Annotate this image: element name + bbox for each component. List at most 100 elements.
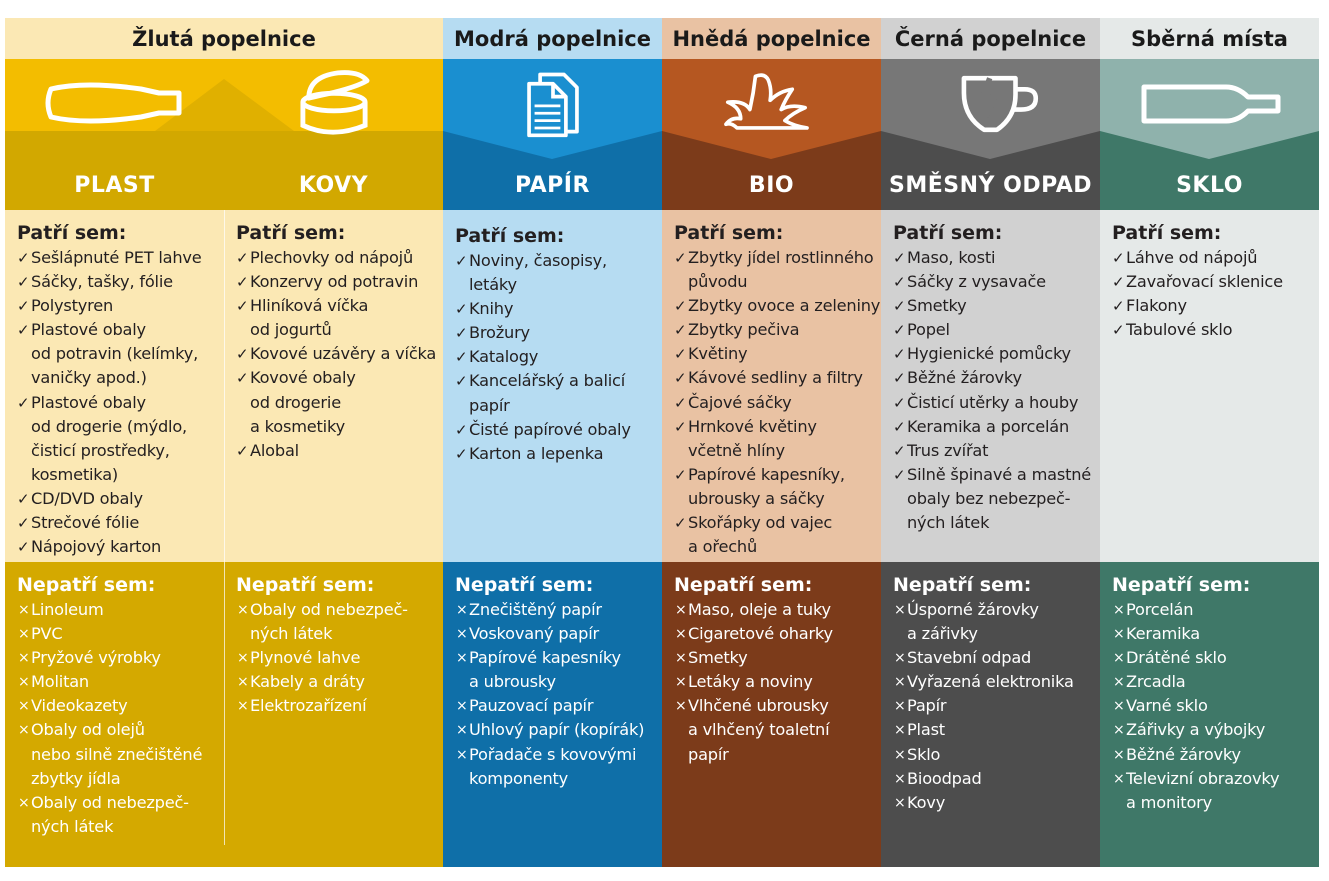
allowed-title: Patří sem: bbox=[674, 222, 784, 244]
forbidden-title: Nepatří sem: bbox=[893, 574, 1032, 596]
list-item: Brožury bbox=[455, 321, 662, 345]
list-item: Zavařovací sklenice bbox=[1112, 270, 1319, 294]
list-item: Letáky a noviny bbox=[674, 670, 881, 694]
list-item: Obaly od nebezpeč- ných látek bbox=[236, 598, 443, 646]
header-hneda-title: Hnědá popelnice bbox=[662, 18, 881, 59]
list-item: Úsporné žárovky a zářivky bbox=[893, 598, 1100, 646]
list-item: Vlhčené ubrousky a vlhčený toaletní papí… bbox=[674, 694, 881, 766]
band-smesny-odpad: SMĚSNÝ ODPAD bbox=[881, 59, 1100, 210]
list-item: Smetky bbox=[674, 646, 881, 670]
list-item: Alobal bbox=[236, 439, 443, 463]
header-zluta-title: Žlutá popelnice bbox=[132, 26, 316, 51]
category-label-papir: PAPÍR bbox=[515, 173, 590, 198]
band-shape-smesny-odpad bbox=[881, 131, 1100, 210]
band-papir: PAPÍR bbox=[443, 59, 662, 210]
band-shape-papir bbox=[443, 131, 662, 210]
list-item: Plastové obaly od drogerie (mýdlo, čisti… bbox=[17, 391, 224, 487]
list-item: Videokazety bbox=[17, 694, 224, 718]
list-item: Kávové sedliny a filtry bbox=[674, 366, 881, 390]
broken-cup-icon bbox=[961, 75, 1039, 133]
list-item: Keramika a porcelán bbox=[893, 415, 1100, 439]
list-item: Hygienické pomůcky bbox=[893, 342, 1100, 366]
band-plast: PLAST bbox=[5, 59, 224, 210]
list-item: Keramika bbox=[1112, 622, 1319, 646]
list-item: Varné sklo bbox=[1112, 694, 1319, 718]
allowed-section-bio: Patří sem: Zbytky jídel rostlinného půvo… bbox=[662, 210, 881, 562]
list-item: Sáčky, tašky, fólie bbox=[17, 270, 224, 294]
list-item: Televizní obrazovky a monitory bbox=[1112, 767, 1319, 815]
band-shape-plast bbox=[5, 79, 224, 210]
list-item: Zrcadla bbox=[1112, 670, 1319, 694]
list-item: Cigaretové oharky bbox=[674, 622, 881, 646]
list-item: Voskovaný papír bbox=[455, 622, 662, 646]
list-item: Obaly od olejů nebo silně znečištěné zby… bbox=[17, 718, 224, 790]
forbidden-title: Nepatří sem: bbox=[455, 574, 594, 596]
column-divider bbox=[224, 210, 225, 845]
forbidden-list-sklo: Porcelán Keramika Drátěné sklo Zrcadla V… bbox=[1112, 598, 1319, 815]
category-label-smesny-odpad: SMĚSNÝ ODPAD bbox=[889, 173, 1092, 198]
band-kovy: KOVY bbox=[224, 59, 443, 210]
list-item: Bioodpad bbox=[893, 767, 1100, 791]
list-item: Nápojový karton bbox=[17, 535, 224, 559]
forbidden-list-smesny-odpad: Úsporné žárovky a zářivky Stavební odpad… bbox=[893, 598, 1100, 815]
list-item: Skořápky od vajec a ořechů bbox=[674, 511, 881, 559]
forbidden-section-bio: Nepatří sem: Maso, oleje a tuky Cigareto… bbox=[662, 562, 881, 867]
allowed-section-plast: Patří sem: Sešlápnuté PET lahve Sáčky, t… bbox=[5, 210, 224, 562]
list-item: Uhlový papír (kopírák) bbox=[455, 718, 662, 742]
list-item: Plast bbox=[893, 718, 1100, 742]
band-shape-kovy bbox=[224, 79, 443, 210]
allowed-title: Patří sem: bbox=[236, 222, 346, 244]
list-item: Porcelán bbox=[1112, 598, 1319, 622]
list-item: Flakony bbox=[1112, 294, 1319, 318]
list-item: Zbytky pečiva bbox=[674, 318, 881, 342]
list-item: Popel bbox=[893, 318, 1100, 342]
can-icon bbox=[300, 70, 370, 135]
allowed-title: Patří sem: bbox=[1112, 222, 1222, 244]
list-item: Silně špinavé a mastné obaly bez nebezpe… bbox=[893, 463, 1100, 535]
allowed-title: Patří sem: bbox=[17, 222, 127, 244]
allowed-title: Patří sem: bbox=[455, 225, 565, 247]
list-item: Maso, kosti bbox=[893, 246, 1100, 270]
list-item: Knihy bbox=[455, 297, 662, 321]
forbidden-section-plast: Nepatří sem: Linoleum PVC Pryžové výrobk… bbox=[5, 562, 224, 867]
list-item: Kovy bbox=[893, 791, 1100, 815]
list-item: Drátěné sklo bbox=[1112, 646, 1319, 670]
forbidden-title: Nepatří sem: bbox=[674, 574, 813, 596]
list-item: Kovové uzávěry a víčka bbox=[236, 342, 443, 366]
list-item: Vyřazená elektronika bbox=[893, 670, 1100, 694]
list-item: Čisticí utěrky a houby bbox=[893, 391, 1100, 415]
list-item: Smetky bbox=[893, 294, 1100, 318]
header-modra-title: Modrá popelnice bbox=[443, 18, 662, 59]
list-item: Molitan bbox=[17, 670, 224, 694]
list-item: Zbytky jídel rostlinného původu bbox=[674, 246, 881, 294]
forbidden-title: Nepatří sem: bbox=[17, 574, 156, 596]
allowed-list-kovy: Plechovky od nápojů Konzervy od potravin… bbox=[236, 246, 443, 463]
allowed-section-smesny-odpad: Patří sem: Maso, kosti Sáčky z vysavače … bbox=[881, 210, 1100, 562]
list-item: Květiny bbox=[674, 342, 881, 366]
band-shape-sklo bbox=[1100, 131, 1319, 210]
forbidden-list-bio: Maso, oleje a tuky Cigaretové oharky Sme… bbox=[674, 598, 881, 767]
category-label-bio: BIO bbox=[748, 173, 795, 198]
band-sklo: SKLO bbox=[1100, 59, 1319, 210]
list-item: Pořadače s kovovými komponenty bbox=[455, 743, 662, 791]
forbidden-section-papir: Nepatří sem: Znečištěný papír Voskovaný … bbox=[443, 562, 662, 867]
forbidden-title: Nepatří sem: bbox=[236, 574, 375, 596]
list-item: PVC bbox=[17, 622, 224, 646]
list-item: Trus zvířat bbox=[893, 439, 1100, 463]
category-label-plast: PLAST bbox=[74, 173, 155, 198]
allowed-section-sklo: Patří sem: Láhve od nápojů Zavařovací sk… bbox=[1100, 210, 1319, 562]
list-item: Kancelářský a balicí papír bbox=[455, 369, 662, 417]
bottle-icon bbox=[45, 82, 182, 124]
list-item: Běžné žárovky bbox=[893, 366, 1100, 390]
list-item: CD/DVD obaly bbox=[17, 487, 224, 511]
list-item: Plynové lahve bbox=[236, 646, 443, 670]
forbidden-section-smesny-odpad: Nepatří sem: Úsporné žárovky a zářivky S… bbox=[881, 562, 1100, 867]
list-item: Linoleum bbox=[17, 598, 224, 622]
band-shape-bio bbox=[662, 131, 881, 210]
list-item: Kabely a dráty bbox=[236, 670, 443, 694]
category-label-kovy: KOVY bbox=[298, 173, 369, 198]
header-sberna-title: Sběrná místa bbox=[1100, 18, 1319, 59]
allowed-list-sklo: Láhve od nápojů Zavařovací sklenice Flak… bbox=[1112, 246, 1319, 342]
list-item: Čajové sáčky bbox=[674, 391, 881, 415]
list-item: Maso, oleje a tuky bbox=[674, 598, 881, 622]
